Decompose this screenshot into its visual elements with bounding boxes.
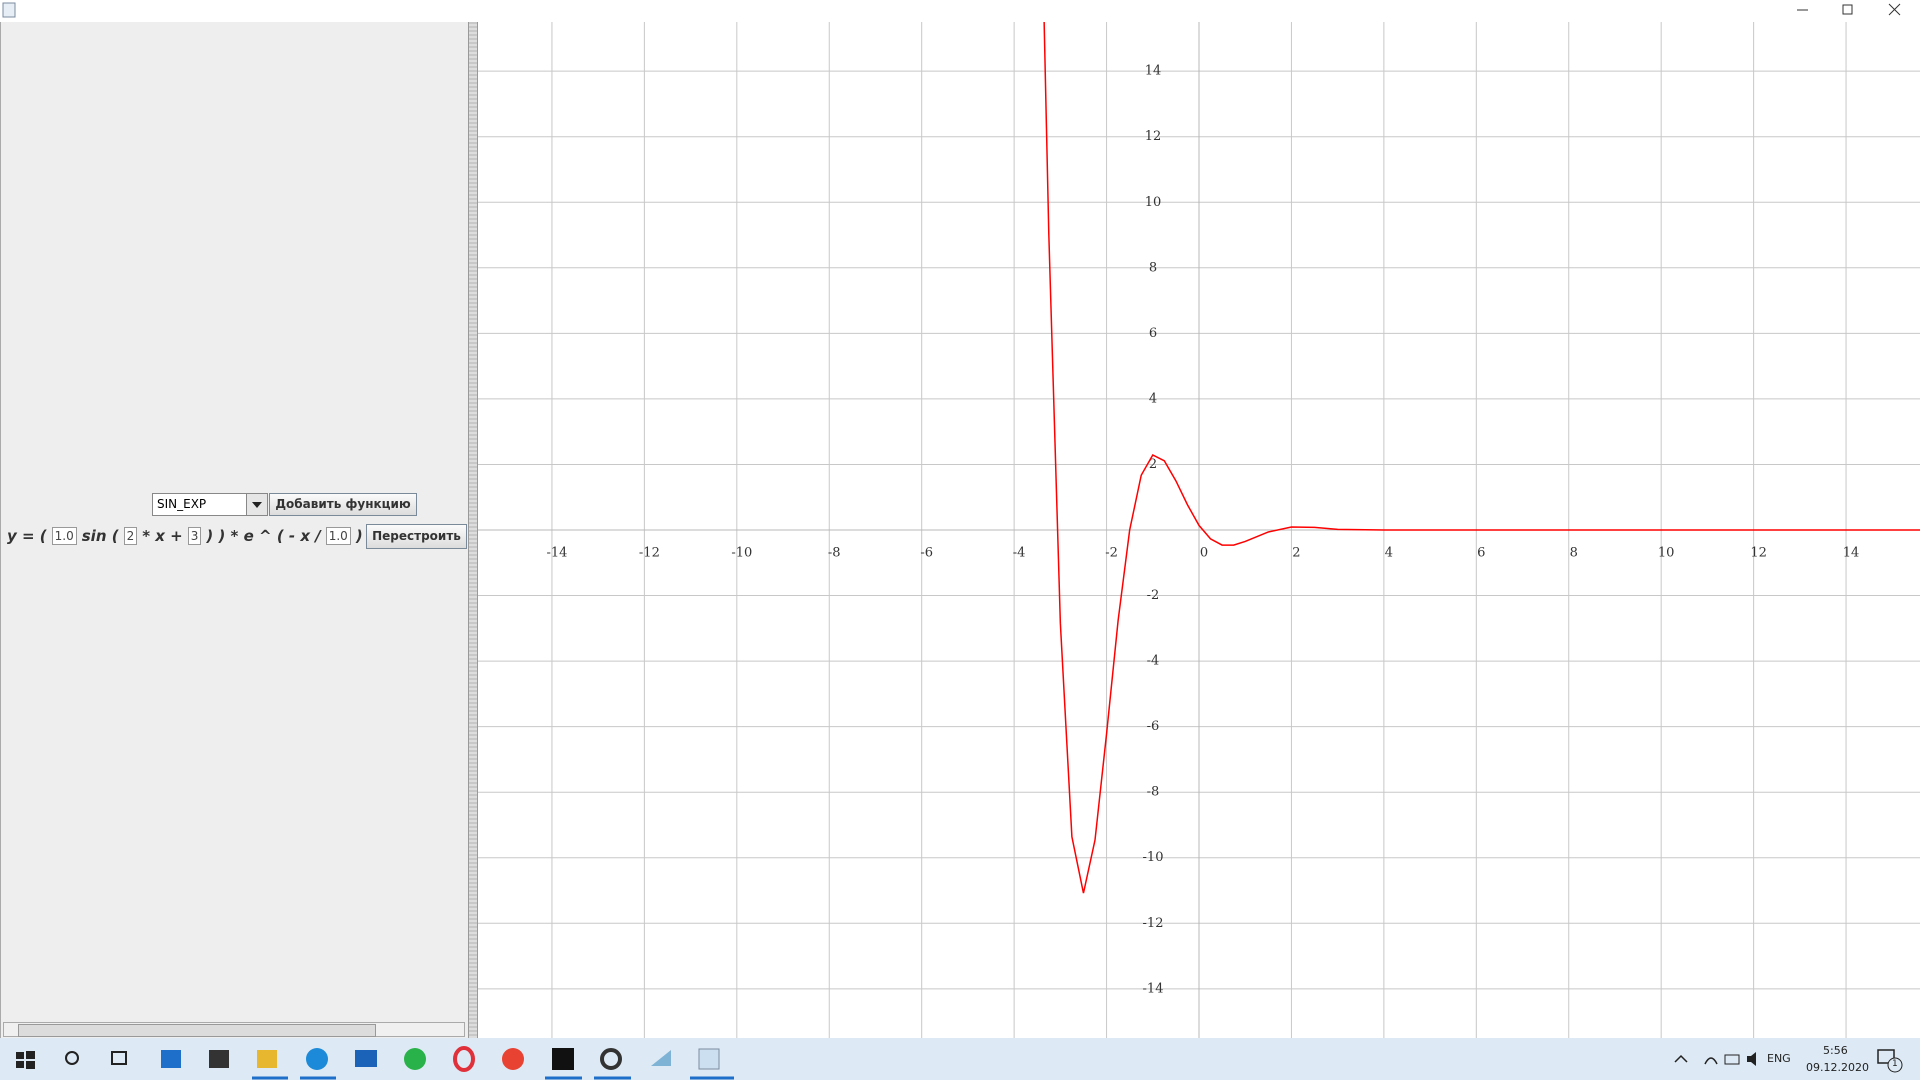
clock-date[interactable]: 09.12.2020 [1806, 1061, 1869, 1074]
combo-arrow[interactable] [246, 494, 267, 515]
chart: -14 -12 -10 -8 -6 -4 -2 0 2 4 6 8 10 12 14 -14 -12 -10 -8 -… [478, 22, 1920, 1038]
x-tick-label: 10 [1658, 546, 1675, 561]
app-icon[interactable] [209, 1050, 229, 1068]
app-icon[interactable] [161, 1050, 181, 1068]
app-icon [2, 2, 16, 18]
x-tick-label: -2 [1105, 546, 1118, 561]
app-icon[interactable] [453, 1046, 475, 1072]
app-icon[interactable] [600, 1048, 622, 1070]
network-icon[interactable] [1704, 1057, 1718, 1065]
taskbar-icons [16, 1046, 734, 1080]
notification-icon[interactable] [1876, 1046, 1906, 1074]
y-tick-label: -10 [1143, 850, 1164, 865]
y-tick-label: 8 [1149, 260, 1157, 275]
x-tick-label: -10 [731, 546, 752, 561]
x-tick-label: 2 [1292, 546, 1300, 561]
y-tick-label: 12 [1145, 129, 1162, 144]
add-function-button[interactable]: Добавить функцию [269, 493, 417, 516]
tray-icons [1674, 1052, 1756, 1066]
title-bar [0, 0, 1920, 22]
y-tick-label: -8 [1147, 785, 1160, 800]
x-tick-label: -12 [639, 546, 660, 561]
formula-text: y = ( [7, 527, 47, 545]
clock-time[interactable]: 5:56 [1823, 1044, 1848, 1057]
notification-count: 1 [1892, 1059, 1898, 1069]
app-icon[interactable] [355, 1050, 377, 1067]
close-button[interactable] [1888, 3, 1901, 16]
app-icon[interactable] [404, 1048, 426, 1070]
app-icon[interactable] [698, 1048, 720, 1070]
formula-row: y = (1.0 sin (2 * x +3) ) * e ^ ( - x /1.0… [7, 524, 411, 548]
app-icon[interactable] [306, 1048, 328, 1070]
parameter-field[interactable]: 1.0 [51, 527, 77, 545]
arrow-icon [252, 502, 262, 508]
app-icon[interactable] [552, 1048, 574, 1070]
task-view-button[interactable] [111, 1051, 127, 1065]
horizontal-scrollbar[interactable] [3, 1022, 465, 1037]
title-bar-icons [2, 2, 1901, 18]
taskbar: ENG 5:56 09.12.2020 1 [0, 1038, 1920, 1080]
language-indicator[interactable]: ENG [1767, 1052, 1791, 1065]
x-tick-label: 6 [1477, 546, 1485, 561]
x-tick-label: 4 [1385, 546, 1393, 561]
y-tick-label: -14 [1143, 981, 1164, 996]
scroll-thumb[interactable] [18, 1024, 376, 1037]
formula-text: ) ) * e ^ ( - x / [206, 527, 321, 545]
app-icon[interactable] [257, 1050, 277, 1068]
x-tick-label: 12 [1750, 546, 1767, 561]
y-tick-label: -4 [1147, 654, 1160, 669]
y-tick-label: -2 [1147, 588, 1160, 603]
y-tick-label: 14 [1145, 64, 1162, 79]
x-tick-label: -4 [1013, 546, 1026, 561]
parameter-field[interactable]: 3 [187, 527, 202, 545]
battery-icon[interactable] [1724, 1054, 1740, 1065]
function-curve [1043, 22, 1920, 894]
splitter[interactable] [468, 22, 478, 1038]
volume-icon[interactable] [1747, 1052, 1756, 1066]
x-tick-label: -14 [546, 546, 567, 561]
formula-text: * x + [142, 527, 183, 545]
x-tick-label: -8 [828, 546, 841, 561]
y-tick-label: 10 [1145, 195, 1162, 210]
x-tick-label: -6 [920, 546, 933, 561]
y-tick-label: -6 [1147, 719, 1160, 734]
restore-button[interactable] [1842, 4, 1853, 15]
x-tick-label: 8 [1570, 546, 1578, 561]
plot-area [1043, 22, 1920, 894]
y-tick-label: -12 [1143, 916, 1164, 931]
app-icon[interactable] [651, 1050, 671, 1066]
x-tick-label: 0 [1200, 546, 1208, 561]
y-tick-label: 4 [1149, 391, 1157, 406]
parameter-field[interactable]: 2 [123, 527, 138, 545]
search-button[interactable] [65, 1051, 79, 1065]
tray-expand[interactable] [1674, 1054, 1688, 1063]
app-icon[interactable] [502, 1048, 524, 1070]
control-panel: SIN_EXP Добавить функцию y = (1.0 sin (2 *… [0, 22, 468, 1038]
x-tick-label: 14 [1843, 546, 1860, 561]
rebuild-button[interactable]: Перестроить [366, 524, 467, 549]
start-button[interactable] [16, 1051, 35, 1069]
y-tick-label: 2 [1149, 457, 1157, 472]
formula-text: sin ( [81, 527, 119, 545]
function-select-value: SIN_EXP [157, 497, 207, 511]
parameter-field[interactable]: 1.0 [325, 527, 351, 545]
function-select[interactable]: SIN_EXP [152, 493, 268, 516]
y-tick-label: 6 [1149, 326, 1157, 341]
